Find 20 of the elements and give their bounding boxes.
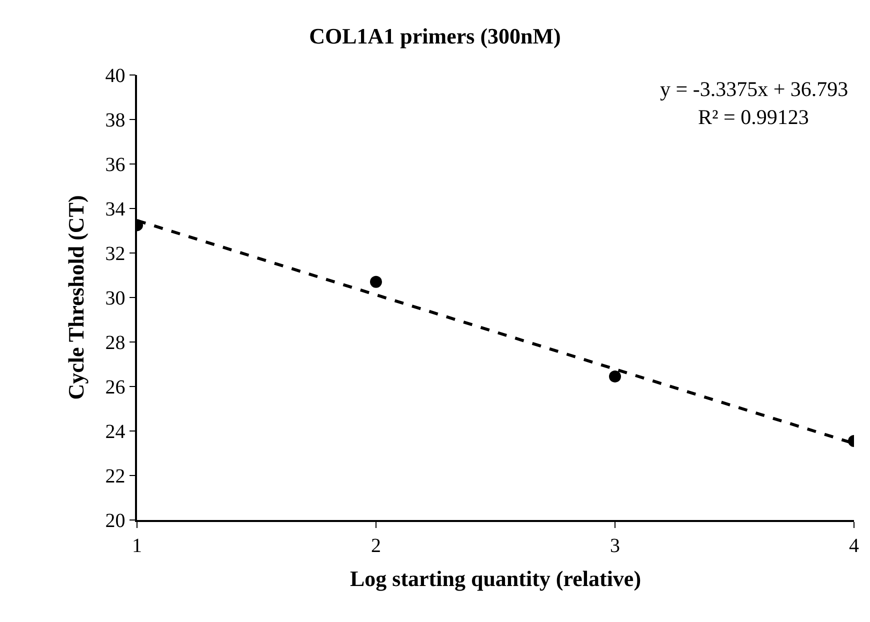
y-tick-label: 22: [105, 466, 126, 488]
x-tick-label: 2: [371, 534, 381, 557]
y-tick-label: 32: [105, 243, 126, 265]
y-tick-label: 26: [105, 376, 126, 398]
y-tick-label: 40: [105, 65, 126, 87]
y-tick-label: 20: [105, 510, 126, 532]
annotation: R² = 0.99123: [698, 105, 809, 129]
y-tick-label: 28: [105, 332, 126, 354]
x-tick-label: 1: [132, 534, 142, 557]
x-axis-title: Log starting quantity (relative): [350, 566, 642, 592]
x-tick-label: 3: [610, 534, 620, 557]
y-tick-label: 38: [105, 110, 126, 132]
x-tick-label: 4: [849, 534, 859, 557]
y-axis-title: Cycle Threshold (CT): [64, 195, 89, 400]
y-tick-label: 34: [105, 198, 126, 220]
annotation: y = -3.3375x + 36.793: [660, 77, 848, 101]
y-tick-label: 24: [105, 421, 126, 443]
chart-title: COL1A1 primers (300nM): [309, 23, 561, 48]
y-tick-label: 30: [105, 288, 126, 310]
y-tick-label: 36: [105, 154, 126, 176]
